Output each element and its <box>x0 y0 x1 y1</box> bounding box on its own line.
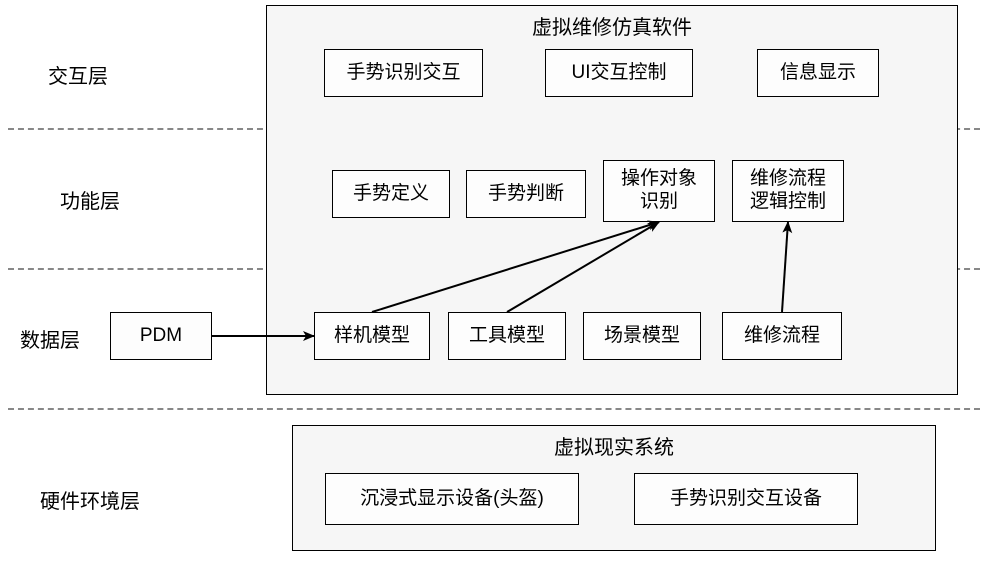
node-tool_model: 工具模型 <box>448 312 566 360</box>
node-label-repair_logic: 维修流程 逻辑控制 <box>750 168 826 214</box>
dashed-separator <box>8 408 980 410</box>
node-gesture_device: 手势识别交互设备 <box>634 473 858 525</box>
node-repair_logic: 维修流程 逻辑控制 <box>732 160 844 222</box>
node-gesture_judge: 手势判断 <box>466 170 586 218</box>
layer-label-data: 数据层 <box>20 324 80 353</box>
node-gesture_interact: 手势识别交互 <box>324 49 483 97</box>
node-label-proto_model: 样机模型 <box>334 325 410 348</box>
node-info_display: 信息显示 <box>757 49 879 97</box>
node-label-pdm: PDM <box>140 325 182 348</box>
node-label-ui_control: UI交互控制 <box>571 62 666 85</box>
node-label-gesture_judge: 手势判断 <box>488 183 564 206</box>
node-pdm: PDM <box>110 312 212 360</box>
node-gesture_define: 手势定义 <box>332 170 450 218</box>
node-repair_process: 维修流程 <box>722 312 842 360</box>
layer-label-function: 功能层 <box>60 185 120 214</box>
node-label-gesture_device: 手势识别交互设备 <box>670 488 822 511</box>
panel-label-vr: 虚拟现实系统 <box>550 431 678 460</box>
panel-label-software: 虚拟维修仿真软件 <box>528 11 696 40</box>
layer-label-interaction: 交互层 <box>48 60 108 89</box>
node-label-gesture_interact: 手势识别交互 <box>346 62 460 85</box>
node-label-tool_model: 工具模型 <box>469 325 545 348</box>
node-label-hmd: 沉浸式显示设备(头盔) <box>360 488 544 511</box>
node-label-op_object: 操作对象 识别 <box>621 168 697 214</box>
node-label-info_display: 信息显示 <box>780 62 856 85</box>
node-ui_control: UI交互控制 <box>545 49 693 97</box>
node-proto_model: 样机模型 <box>314 312 430 360</box>
node-label-repair_process: 维修流程 <box>744 325 820 348</box>
node-label-gesture_define: 手势定义 <box>353 183 429 206</box>
node-op_object: 操作对象 识别 <box>603 160 715 222</box>
node-label-scene_model: 场景模型 <box>604 325 680 348</box>
layer-label-hardware: 硬件环境层 <box>40 485 140 514</box>
node-scene_model: 场景模型 <box>583 312 701 360</box>
node-hmd: 沉浸式显示设备(头盔) <box>325 473 579 525</box>
